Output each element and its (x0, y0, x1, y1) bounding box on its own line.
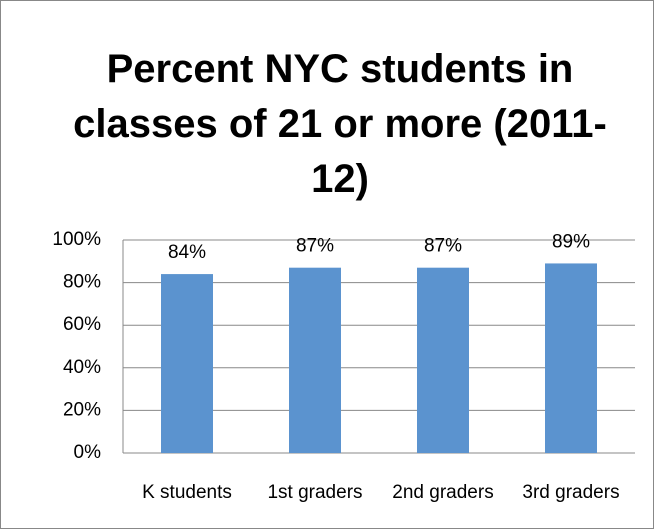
y-tick-label: 0% (74, 442, 102, 463)
data-label: 87% (424, 236, 462, 257)
bar (161, 274, 213, 453)
bar (289, 267, 341, 453)
x-tick-label: 1st graders (267, 482, 362, 503)
bar (417, 267, 469, 453)
data-label: 89% (552, 231, 590, 252)
y-tick-label: 40% (63, 357, 101, 378)
y-tick-label: 20% (63, 399, 101, 420)
x-tick-label: K students (142, 482, 232, 503)
data-label: 87% (296, 236, 334, 257)
bar (545, 263, 597, 453)
chart-title: Percent NYC students in classes of 21 or… (73, 47, 607, 201)
y-tick-label: 60% (63, 314, 101, 335)
x-tick-label: 3rd graders (522, 482, 619, 503)
x-tick-label: 2nd graders (392, 482, 493, 503)
y-tick-label: 80% (63, 272, 101, 293)
y-tick-label: 100% (52, 229, 101, 250)
data-label: 84% (168, 242, 206, 263)
